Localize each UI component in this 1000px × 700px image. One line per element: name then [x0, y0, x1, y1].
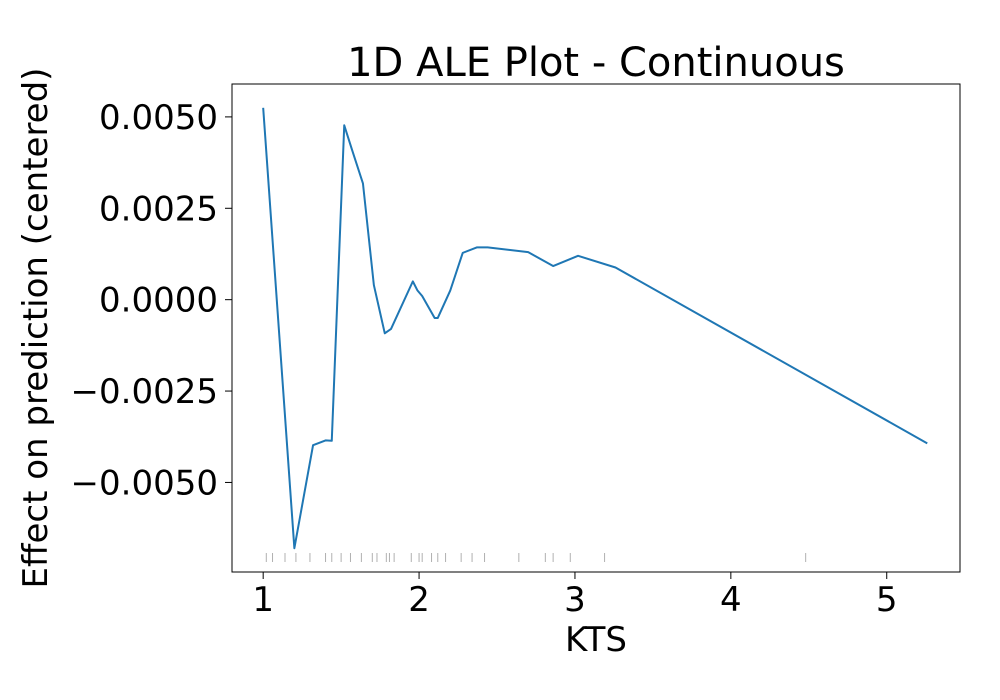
y-axis-label: Effect on prediction (centered)	[16, 68, 56, 589]
x-tick-label: 4	[720, 580, 742, 620]
chart-title: 1D ALE Plot - Continuous	[347, 40, 845, 86]
line-layer	[262, 107, 928, 550]
x-tick-label: 5	[876, 580, 898, 620]
plot-frame	[231, 83, 961, 573]
x-axis: 1 2 3 4 5	[252, 572, 898, 620]
y-tick-label: 0.0025	[99, 189, 218, 229]
series-line	[262, 107, 928, 550]
x-tick-label: 1	[252, 580, 274, 620]
rug-layer	[265, 553, 807, 562]
x-axis-label: KTS	[565, 620, 627, 660]
y-tick-label: −0.0050	[71, 463, 218, 503]
x-tick-label: 2	[408, 580, 430, 620]
y-axis: 0.0050 0.0025 0.0000 −0.0025 −0.0050	[71, 98, 232, 503]
y-tick-label: 0.0000	[99, 281, 218, 321]
x-tick-label: 3	[564, 580, 586, 620]
y-tick-label: 0.0050	[99, 98, 218, 138]
y-tick-label: −0.0025	[71, 372, 218, 412]
